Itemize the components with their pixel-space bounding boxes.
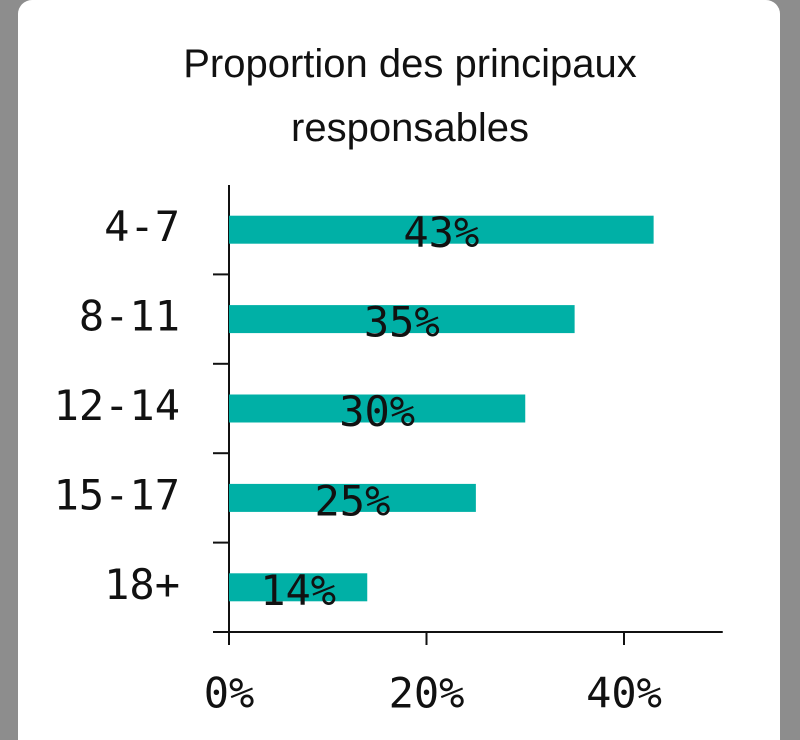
y-tick-label: 8-11: [79, 292, 180, 341]
bar: [229, 305, 575, 334]
value-label: 35%: [364, 298, 440, 347]
bar: [229, 483, 476, 512]
value-label: 14%: [260, 566, 336, 615]
y-tick-label: 4-7: [104, 202, 180, 251]
chart-title: Proportion des principaux responsables: [183, 42, 637, 150]
y-tick-label: 12-14: [54, 381, 180, 430]
x-tick-label: 40%: [586, 669, 662, 718]
x-tick-label: 0%: [204, 669, 255, 718]
value-label: 30%: [339, 387, 415, 436]
x-tick-label: 20%: [389, 669, 465, 718]
value-label: 25%: [315, 476, 391, 525]
y-tick-label: 18+: [104, 560, 180, 609]
bar: [229, 394, 526, 423]
y-tick-label: 15-17: [54, 470, 180, 519]
panel: [18, 0, 780, 740]
value-label: 43%: [403, 208, 479, 257]
bar: [229, 215, 654, 244]
bar: [229, 573, 368, 602]
